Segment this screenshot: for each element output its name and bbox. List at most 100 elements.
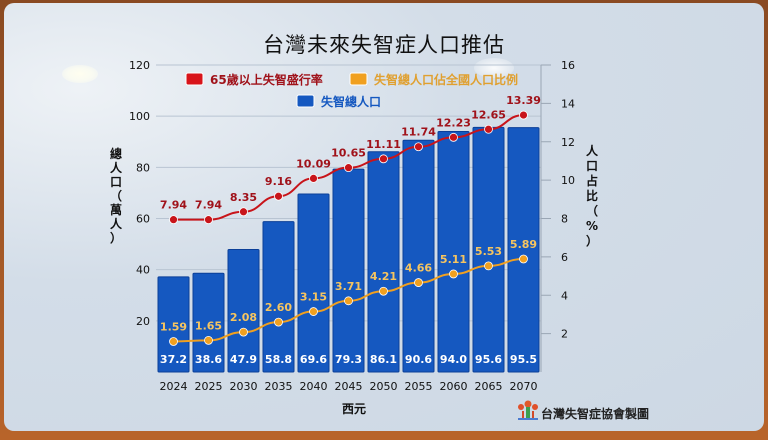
y-tick-right: 16 xyxy=(561,59,575,72)
y-tick-left: 20 xyxy=(136,315,150,328)
data-point xyxy=(449,269,458,279)
bar-value-label: 38.6 xyxy=(195,353,222,366)
x-axis-label: 西元 xyxy=(342,402,366,416)
y-axis-right-label: 人口占比（%） xyxy=(586,143,599,248)
x-tick-label: 2025 xyxy=(195,380,223,393)
legend-swatch xyxy=(296,94,315,108)
data-label: 10.65 xyxy=(331,147,366,160)
data-label: 3.15 xyxy=(300,291,327,304)
data-label: 4.21 xyxy=(370,270,397,283)
y-tick-left: 40 xyxy=(136,264,150,277)
credit-text: 台灣失智症協會製圖 xyxy=(541,407,650,421)
bar-value-label: 47.9 xyxy=(230,353,257,366)
data-point xyxy=(414,142,423,152)
data-point xyxy=(344,163,353,173)
data-label: 11.74 xyxy=(401,126,436,139)
data-point xyxy=(449,132,458,142)
data-point xyxy=(484,124,493,134)
data-point xyxy=(484,261,493,271)
y-tick-left: 80 xyxy=(136,161,150,174)
data-label: 9.16 xyxy=(265,175,292,188)
y-tick-right: 10 xyxy=(561,174,575,187)
data-point xyxy=(309,173,318,183)
y-tick-right: 8 xyxy=(561,213,568,226)
bar-labels: 37.2 38.6 47.9 58.8 69.6 79.3 86.1 90.6 94.0 95.6… xyxy=(160,353,537,366)
data-point xyxy=(169,337,178,346)
data-label: 2.60 xyxy=(265,301,292,314)
data-point xyxy=(519,254,528,264)
bar xyxy=(437,131,470,373)
x-tick-label: 2065 xyxy=(475,380,503,393)
data-point xyxy=(239,207,248,217)
bar xyxy=(157,276,190,373)
data-label: 1.59 xyxy=(160,320,187,333)
x-tick-label: 2055 xyxy=(405,380,433,393)
chart-title: 台灣未來失智症人口推估 xyxy=(263,33,505,57)
bar-value-label: 86.1 xyxy=(370,353,397,366)
y-tick-right: 2 xyxy=(561,328,568,341)
data-label: 5.53 xyxy=(475,245,502,258)
data-label: 13.39 xyxy=(506,94,541,107)
bar-value-label: 79.3 xyxy=(335,353,362,366)
legend-swatch xyxy=(185,72,204,86)
legend-item: 失智總人口 xyxy=(296,94,381,109)
data-label: 7.94 xyxy=(195,199,222,212)
data-label: 12.65 xyxy=(471,108,506,121)
bar-value-label: 94.0 xyxy=(440,353,467,366)
data-label: 11.11 xyxy=(366,138,401,151)
data-point xyxy=(414,278,423,287)
y-tick-left: 100 xyxy=(129,110,150,123)
bar-value-label: 95.6 xyxy=(475,353,502,366)
data-label: 5.11 xyxy=(440,253,467,266)
data-point xyxy=(239,327,248,337)
bar xyxy=(507,127,540,373)
y-tick-right: 12 xyxy=(561,136,575,149)
bar xyxy=(262,221,295,373)
light-glare xyxy=(474,58,514,78)
data-label: 8.35 xyxy=(230,191,257,204)
data-label: 2.08 xyxy=(230,311,257,324)
data-label: 7.94 xyxy=(160,199,187,212)
y-tick-right: 6 xyxy=(561,251,568,264)
legend-item: 失智總人口佔全國人口比例 xyxy=(349,72,518,87)
x-tick-label: 2045 xyxy=(335,380,363,393)
y-tick-right: 14 xyxy=(561,97,575,110)
bar-value-label: 95.5 xyxy=(510,353,537,366)
legend-swatch xyxy=(349,72,368,86)
data-point xyxy=(204,335,213,345)
legend-label: 65歲以上失智盛行率 xyxy=(210,72,323,87)
legend-label: 失智總人口 xyxy=(321,94,381,109)
x-tick-label: 2060 xyxy=(440,380,468,393)
bar xyxy=(297,193,330,373)
y-tick-left: 120 xyxy=(129,59,150,72)
bar-series xyxy=(157,126,540,373)
y-tick-right: 4 xyxy=(561,289,568,302)
data-label: 3.71 xyxy=(335,280,362,293)
bar xyxy=(332,168,365,373)
data-label: 1.65 xyxy=(195,319,222,332)
x-tick-label: 2024 xyxy=(160,380,188,393)
legend-label: 失智總人口佔全國人口比例 xyxy=(374,72,518,87)
data-label: 4.66 xyxy=(405,262,432,275)
bar-value-label: 69.6 xyxy=(300,353,327,366)
light-glare xyxy=(62,65,98,83)
data-point xyxy=(274,191,283,201)
chart-svg: 37.2 38.6 47.9 58.8 69.6 79.3 86.1 90.6 94.0 95.6… xyxy=(110,59,599,420)
bar-value-label: 90.6 xyxy=(405,353,432,366)
x-tick-label: 2070 xyxy=(510,380,538,393)
data-label: 12.23 xyxy=(436,116,471,129)
bar xyxy=(402,139,435,373)
data-point xyxy=(344,296,353,306)
bar xyxy=(367,151,400,373)
x-tick-label: 2030 xyxy=(230,380,258,393)
y-tick-left: 60 xyxy=(136,213,150,226)
data-point xyxy=(309,307,318,316)
x-tick-label: 2035 xyxy=(265,380,293,393)
data-point xyxy=(169,215,178,225)
data-point xyxy=(274,317,283,327)
data-point xyxy=(379,286,388,296)
data-point xyxy=(519,110,528,120)
x-tick-label: 2040 xyxy=(300,380,328,393)
